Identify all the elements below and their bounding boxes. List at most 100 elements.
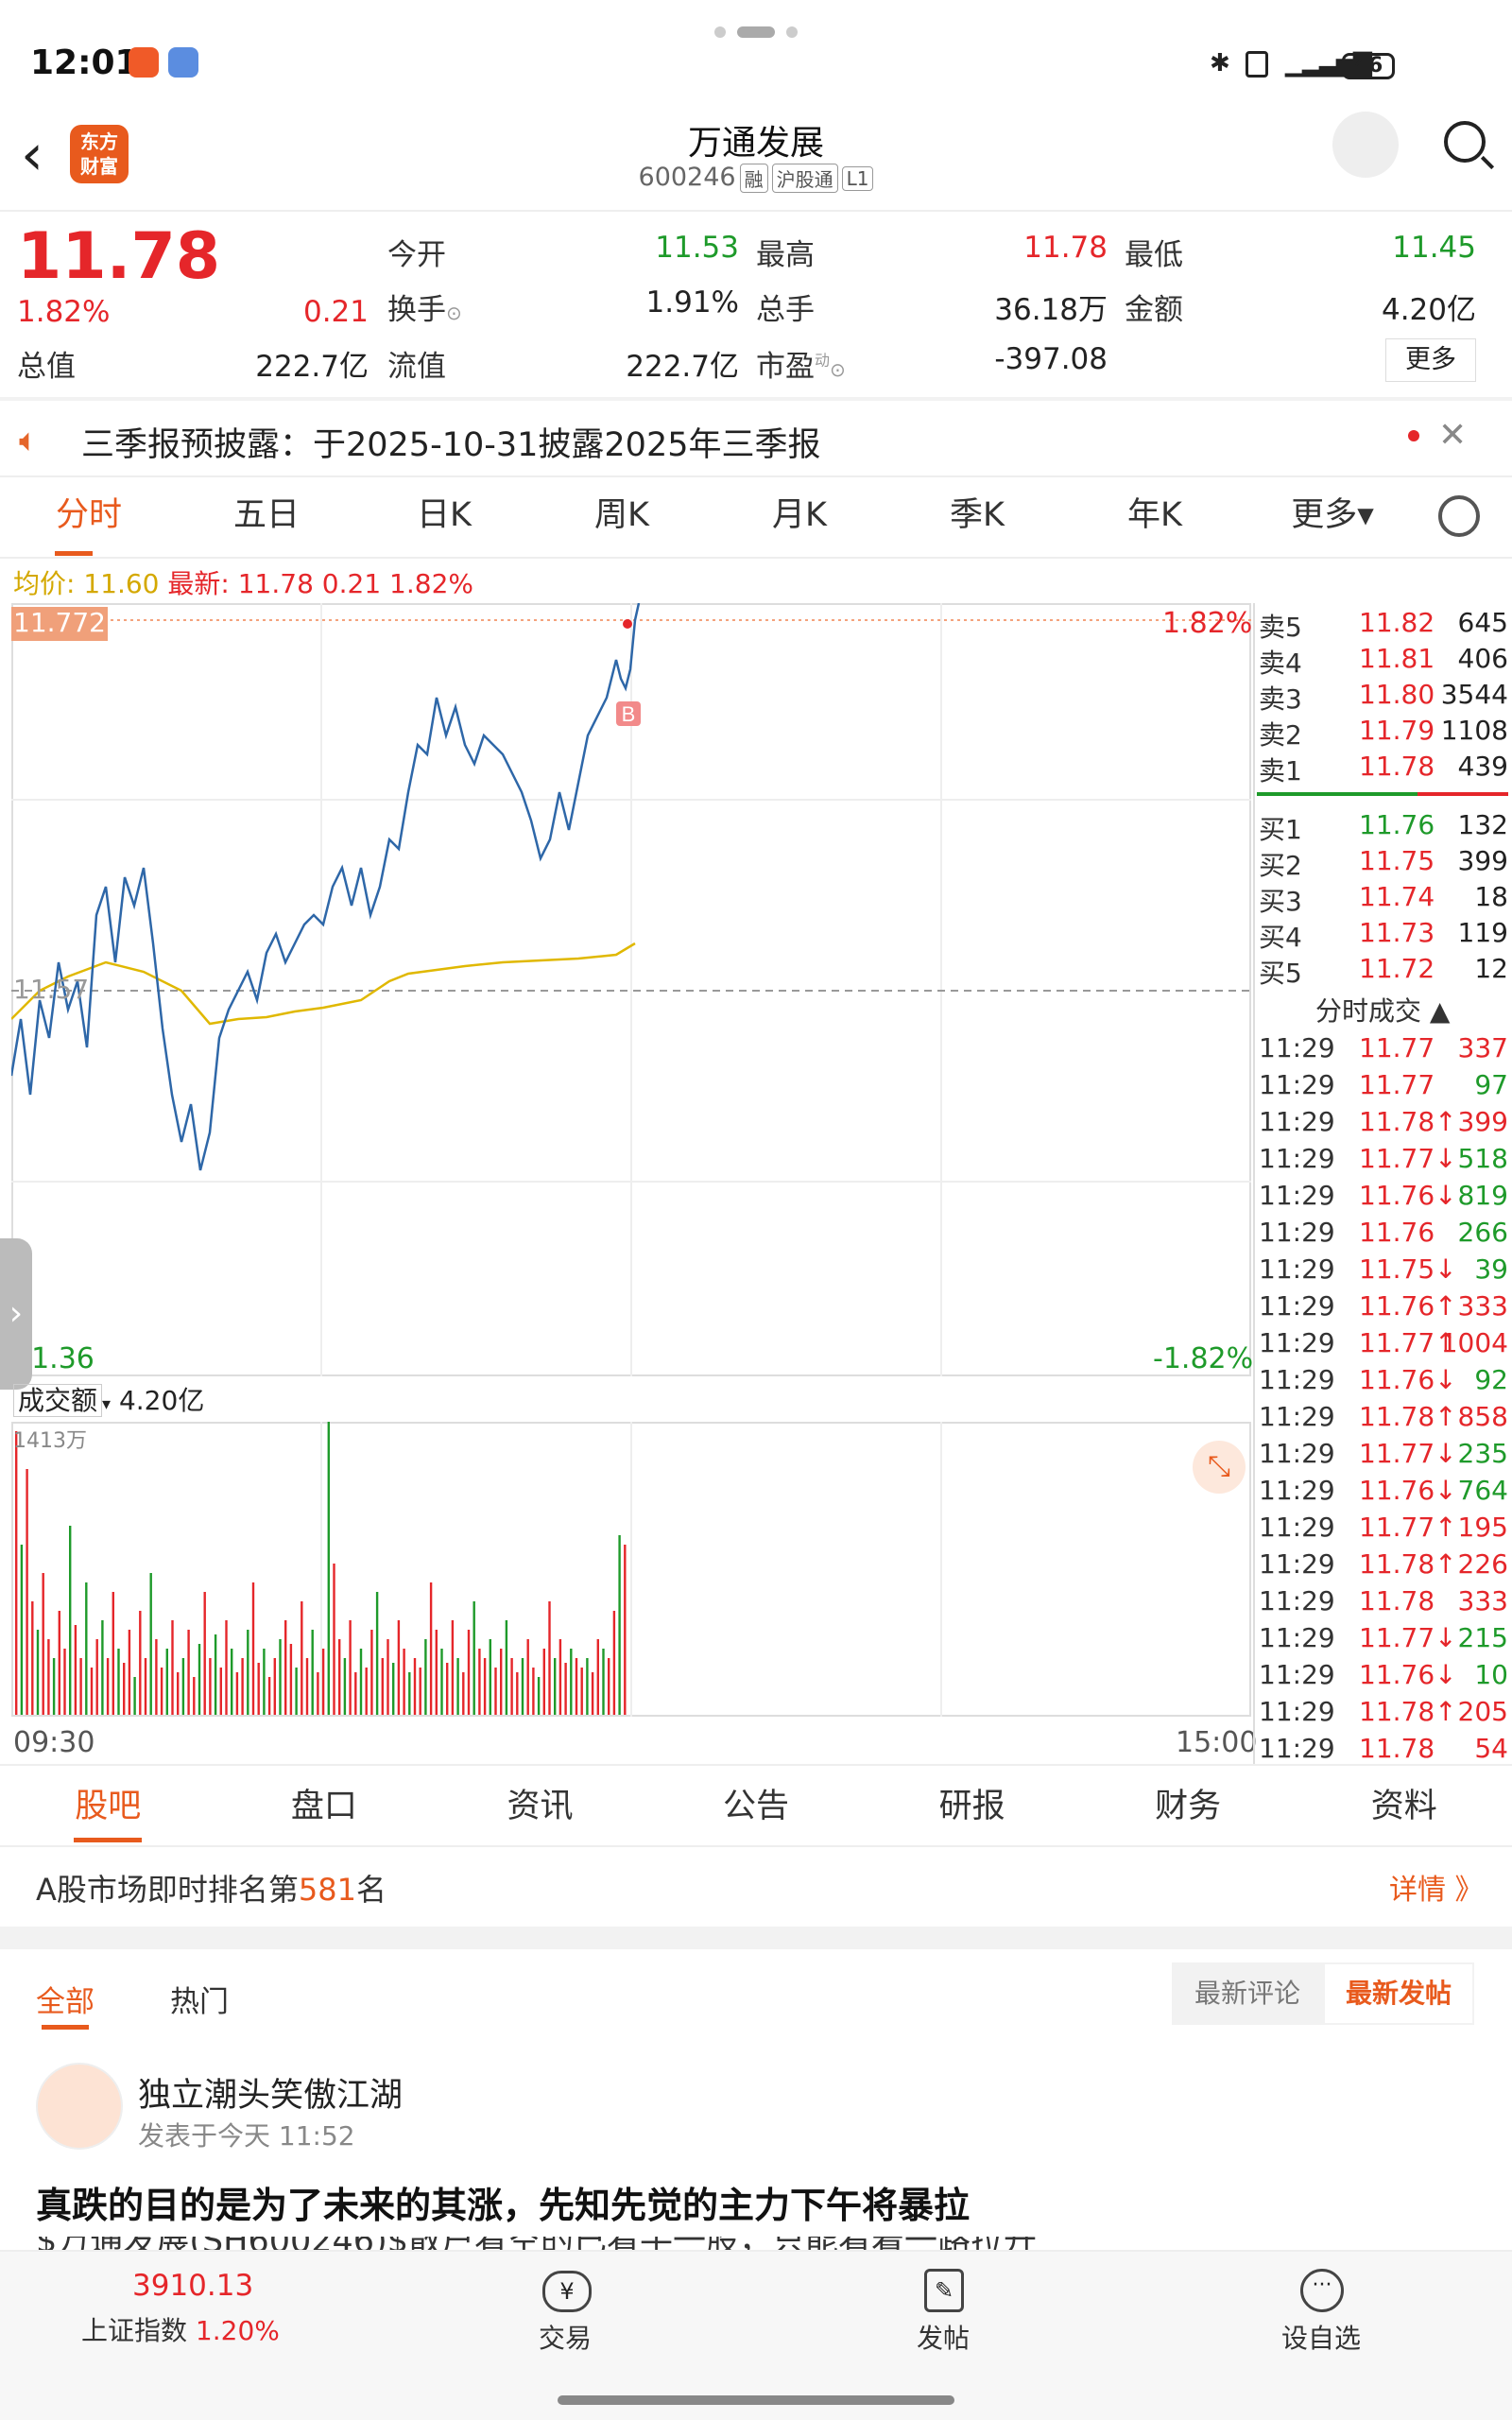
volume-bar [20, 1545, 24, 1715]
bid-row[interactable]: 买2 11.75 399 [1259, 845, 1508, 881]
volume-bar [333, 1564, 335, 1715]
volume-bar [133, 1677, 136, 1715]
volume-bar [403, 1649, 405, 1715]
info-tabs: 股吧 盘口 资讯 公告 研报 财务 资料 [0, 1766, 1512, 1847]
volume-bar [225, 1620, 228, 1715]
post-button[interactable]: 发帖 [917, 2323, 971, 2354]
low-percent: -1.82% [1153, 1342, 1254, 1375]
feed-tab-hot[interactable]: 热门 [170, 1985, 229, 2019]
avatar[interactable] [36, 2063, 123, 2150]
tab-profile[interactable]: 资料 [1370, 1788, 1437, 1825]
volume-bar [90, 1668, 94, 1715]
volume-bar [128, 1630, 131, 1715]
tab-finance[interactable]: 财务 [1155, 1788, 1222, 1825]
ask-row[interactable]: 卖1 11.78 439 [1259, 751, 1508, 786]
volume-bar [327, 1422, 330, 1715]
open-label: 今开 [387, 238, 446, 272]
gear-icon[interactable] [1438, 495, 1480, 537]
home-indicator[interactable] [558, 2395, 954, 2405]
search-icon[interactable] [1444, 121, 1486, 163]
tick-row: 11:29 11.76↓ 10 [1259, 1659, 1508, 1690]
tick-row: 11:29 11.76↓ 92 [1259, 1364, 1508, 1395]
bid-row[interactable]: 买5 11.72 12 [1259, 953, 1508, 989]
volume-selector[interactable]: 成交额 ▾ 4.20亿 [13, 1380, 204, 1418]
close-icon[interactable]: ✕ [1438, 416, 1468, 455]
volume-bar [165, 1649, 168, 1715]
change-percent: 1.82% [17, 295, 111, 329]
volume-bar [387, 1639, 389, 1715]
tab-5day[interactable]: 五日 [232, 496, 300, 534]
latest-comment-button[interactable]: 最新评论 [1172, 1962, 1323, 2025]
volume-bar [521, 1658, 524, 1715]
amount-label: 金额 [1125, 293, 1183, 327]
ask-row[interactable]: 卖2 11.79 1108 [1259, 715, 1508, 751]
notice-text[interactable]: 三季报预披露：于2025-10-31披露2025年三季报 [81, 426, 821, 464]
volume-bar [618, 1535, 621, 1715]
volume-bar [295, 1668, 298, 1715]
volume-bar [429, 1582, 433, 1715]
volume-bar [36, 1630, 40, 1715]
ask-row[interactable]: 卖4 11.81 406 [1259, 643, 1508, 679]
turnover-label: 换手⊙ [387, 293, 462, 327]
tab-research[interactable]: 研报 [938, 1788, 1005, 1825]
volume-bar [500, 1649, 503, 1715]
tick-row: 11:29 11.77 337 [1259, 1032, 1508, 1063]
bid-row[interactable]: 买3 11.74 18 [1259, 881, 1508, 917]
tab-yearly-k[interactable]: 年K [1127, 496, 1182, 534]
expand-icon[interactable]: ⤡ [1193, 1441, 1246, 1494]
volume-bar [612, 1611, 616, 1715]
bottom-bar: 3910.13 上证指数 1.20% ¥ 交易 ✎ 发帖 ··· 设自选 [0, 2250, 1512, 2420]
chart-legend: 均价: 11.60 最新: 11.78 0.21 1.82% [13, 568, 473, 599]
volume-bar [263, 1649, 266, 1715]
index-name[interactable]: 上证指数 1.20% [81, 2315, 280, 2346]
post-username[interactable]: 独立潮头笑傲江湖 [138, 2077, 404, 2115]
volume-bar [586, 1658, 589, 1715]
tab-monthly-k[interactable]: 月K [772, 496, 827, 534]
bid-row[interactable]: 买4 11.73 119 [1259, 917, 1508, 953]
tab-more[interactable]: 更多▾ [1291, 496, 1374, 534]
float-value: 222.7亿 [626, 350, 739, 384]
watchlist-button[interactable]: 设自选 [1281, 2323, 1362, 2354]
volume-bar [241, 1658, 244, 1715]
volume-bar [456, 1658, 459, 1715]
trade-button[interactable]: 交易 [539, 2323, 593, 2354]
volume-chart[interactable] [11, 1422, 1251, 1717]
ticks-title[interactable]: 分时成交 ▲ [1315, 995, 1451, 1027]
rank-detail-link[interactable]: 详情 》 [1389, 1874, 1484, 1907]
ask-row[interactable]: 卖5 11.82 645 [1259, 607, 1508, 643]
volume-bar [26, 1469, 28, 1715]
volume-bar [74, 1625, 77, 1715]
post-title[interactable]: 真跌的目的是为了未来的其涨，先知先觉的主力下午将暴拉 [36, 2185, 971, 2226]
low-label: 最低 [1125, 238, 1183, 272]
volume-value: 36.18万 [994, 293, 1108, 327]
market-rank: A股市场即时排名第581名 [36, 1872, 387, 1908]
tab-weekly-k[interactable]: 周K [594, 496, 649, 534]
tick-row: 11:29 11.77 97 [1259, 1069, 1508, 1100]
volume-bar [214, 1634, 217, 1715]
volume-bar [42, 1573, 44, 1715]
tab-daily-k[interactable]: 日K [417, 496, 472, 534]
tab-quarterly-k[interactable]: 季K [950, 496, 1005, 534]
latest-post-button[interactable]: 最新发帖 [1323, 1962, 1474, 2025]
tick-row: 11:29 11.76 266 [1259, 1217, 1508, 1248]
tab-announcements[interactable]: 公告 [723, 1788, 790, 1825]
bid-row[interactable]: 买1 11.76 132 [1259, 809, 1508, 845]
total-value: 222.7亿 [255, 350, 369, 384]
intraday-chart[interactable]: B [11, 603, 1251, 1378]
tab-forum[interactable]: 股吧 [75, 1788, 142, 1825]
assistant-avatar-icon[interactable] [1332, 112, 1399, 178]
volume-bar [231, 1649, 233, 1715]
feed-tab-all[interactable]: 全部 [36, 1985, 94, 2019]
tab-news[interactable]: 资讯 [507, 1788, 574, 1825]
ask-row[interactable]: 卖3 11.80 3544 [1259, 679, 1508, 715]
quote-more-button[interactable]: 更多 [1385, 338, 1476, 382]
tab-orderbook[interactable]: 盘口 [290, 1788, 357, 1825]
back-button[interactable]: ‹ [21, 122, 43, 188]
tab-intraday[interactable]: 分时 [55, 496, 122, 534]
side-drawer-handle[interactable]: › [0, 1238, 32, 1390]
stock-name: 万通发展 [687, 124, 824, 163]
svg-text:B: B [622, 702, 636, 726]
volume-bar [284, 1620, 287, 1715]
pe-label: 市盈动⊙ [756, 350, 846, 384]
handle-pill-icon[interactable] [737, 26, 775, 38]
